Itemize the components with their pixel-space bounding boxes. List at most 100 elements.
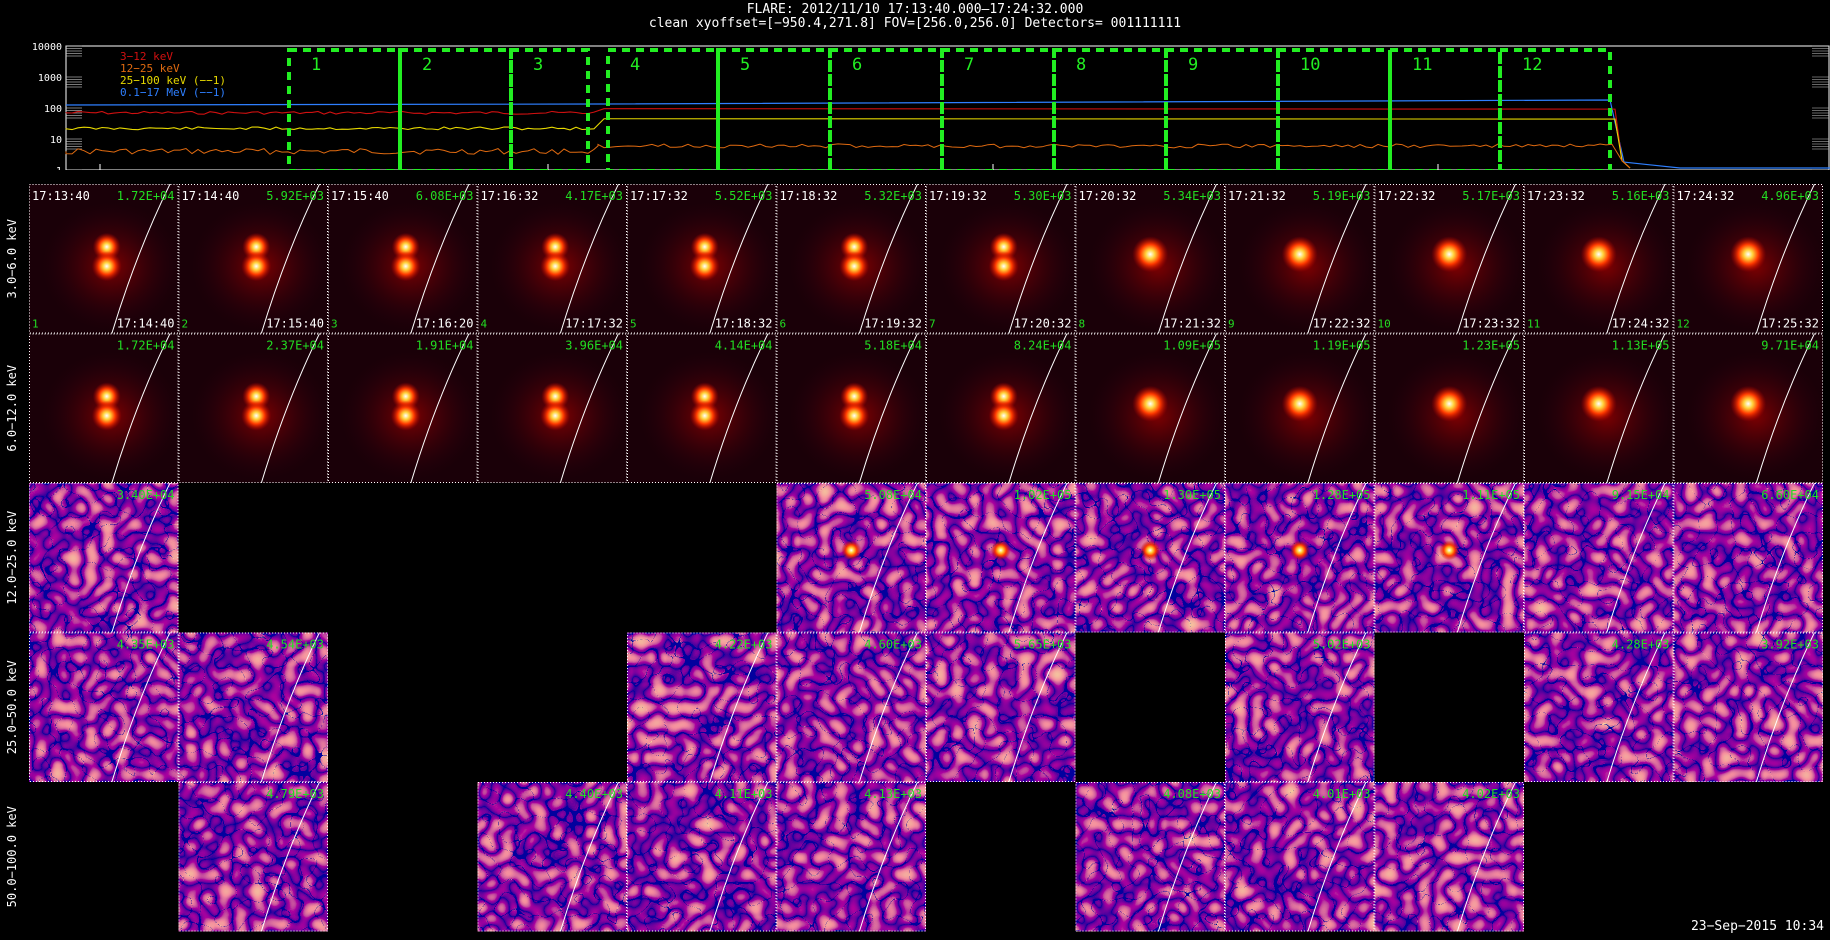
y-tick-label: 1000 [38, 73, 62, 84]
source-south [91, 251, 122, 282]
interval-label: 3 [533, 55, 543, 75]
peak-value: 1.19E+05 [1313, 339, 1371, 353]
image-cell: 4.54E+03 [178, 632, 328, 782]
interval-number: 8 [1079, 318, 1086, 331]
limb-curve [1456, 483, 1517, 633]
limb-curve [1755, 483, 1816, 633]
peak-value: 5.18E+04 [864, 339, 922, 353]
image-cell: 1.11E+05 [1374, 483, 1524, 633]
source-main [1289, 540, 1310, 561]
time-end: 17:22:32 [1313, 317, 1371, 331]
source-south [689, 251, 720, 282]
legend-entry: 3−12 keV [120, 50, 173, 63]
peak-value: 9.71E+04 [1761, 339, 1819, 353]
image-frame [776, 184, 926, 334]
image-frame [1075, 333, 1225, 483]
time-end: 17:17:32 [565, 317, 623, 331]
interval-box [828, 48, 944, 170]
peak-value: 3.92E+03 [1761, 638, 1819, 652]
source-south [241, 400, 272, 431]
peak-value: 3.40E+04 [117, 488, 175, 502]
peak-value: 5.52E+03 [715, 189, 773, 203]
peak-value: 1.28E+05 [1313, 488, 1371, 502]
y-tick-label: 100 [44, 104, 62, 115]
curve-orange [65, 143, 1631, 169]
time-start: 17:24:32 [1677, 189, 1735, 203]
interval-number: 5 [630, 318, 637, 331]
limb-curve [1456, 184, 1517, 334]
limb-curve [260, 184, 321, 334]
interval-label: 10 [1300, 55, 1320, 75]
image-cell: 4.22E+03 [627, 632, 777, 782]
y-tick-label: 1 [56, 166, 62, 170]
peak-value: 5.08E+04 [864, 488, 922, 502]
limb-curve [111, 333, 171, 483]
limb-curve [1157, 333, 1218, 483]
image-frame [1673, 184, 1823, 334]
interval-number: 6 [780, 318, 787, 331]
peak-value: 4.60E+03 [864, 638, 922, 652]
limb-curve [858, 782, 919, 932]
time-start: 17:22:32 [1378, 189, 1436, 203]
image-frame [1673, 483, 1823, 633]
image-cell: 2.37E+04 [178, 333, 328, 483]
interval-number: 10 [1378, 318, 1391, 331]
image-cell: 5.65E+03 [926, 632, 1076, 782]
image-cell: 5.92E+03 17:14:40 17:15:40 2 [178, 184, 328, 334]
interval-box [940, 48, 1056, 170]
image-frame [776, 333, 926, 483]
image-frame [1524, 333, 1674, 483]
limb-curve [1606, 632, 1666, 782]
noise-texture [776, 632, 926, 782]
source-main [841, 540, 862, 561]
image-cell: 5.16E+03 17:23:32 17:24:32 11 [1524, 184, 1674, 334]
noise-texture [1673, 632, 1823, 782]
image-frame [1225, 184, 1375, 334]
image-frame [1524, 483, 1674, 633]
image-frame [29, 333, 179, 483]
image-frame [477, 333, 627, 483]
peak-value: 1.72E+04 [117, 339, 175, 353]
peak-value: 5.16E+03 [1612, 189, 1670, 203]
source-south [689, 400, 720, 431]
noise-texture [29, 483, 179, 633]
limb-curve [1755, 184, 1816, 334]
interval-box [287, 48, 402, 170]
peak-value: 5.19E+03 [1313, 189, 1371, 203]
peak-value: 8.24E+04 [1014, 339, 1072, 353]
plot-subtitle: clean xyoffset=[−950.4,271.8] FOV=[256.0… [648, 16, 1182, 31]
interval-box [1052, 48, 1168, 170]
time-end: 17:16:20 [416, 317, 474, 331]
limb-curve [1008, 333, 1068, 483]
interval-label: 9 [1188, 55, 1198, 75]
curve-yellow [65, 118, 1631, 169]
band-label: 25.0−50.0 keV [5, 660, 19, 754]
image-cell: 4.11E+03 [627, 782, 777, 932]
limb-curve [709, 632, 769, 782]
time-start: 17:23:32 [1527, 189, 1585, 203]
image-frame [776, 782, 926, 932]
time-start: 17:18:32 [780, 189, 838, 203]
time-start: 17:13:40 [32, 189, 90, 203]
time-end: 17:20:32 [1014, 317, 1072, 331]
image-cell: 1.72E+04 17:13:40 17:14:40 1 [29, 184, 179, 334]
image-cell: 1.28E+05 [1225, 483, 1375, 633]
image-cell: 4.02E+03 [1374, 782, 1524, 932]
limb-curve [1307, 782, 1367, 932]
image-frame [178, 184, 328, 334]
noise-texture [1225, 632, 1375, 782]
time-start: 17:19:32 [929, 189, 987, 203]
interval-number: 7 [929, 318, 936, 331]
limb-curve [1307, 333, 1367, 483]
image-frame [926, 333, 1076, 483]
limb-curve [260, 782, 321, 932]
limb-curve [111, 632, 171, 782]
image-cell: 5.18E+04 [776, 333, 926, 483]
image-cell: 5.34E+03 17:20:32 17:21:32 8 [1075, 184, 1225, 334]
interval-number: 4 [481, 318, 488, 331]
limb-curve [709, 782, 769, 932]
image-cell: 5.08E+04 [776, 483, 926, 633]
interval-label: 4 [630, 55, 640, 75]
image-frame [1524, 184, 1674, 334]
peak-value: 4.35E+03 [117, 638, 175, 652]
